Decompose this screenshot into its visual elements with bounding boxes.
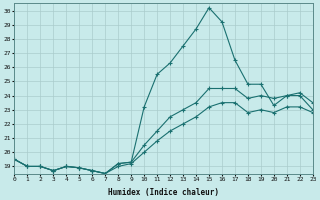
X-axis label: Humidex (Indice chaleur): Humidex (Indice chaleur) — [108, 188, 219, 197]
